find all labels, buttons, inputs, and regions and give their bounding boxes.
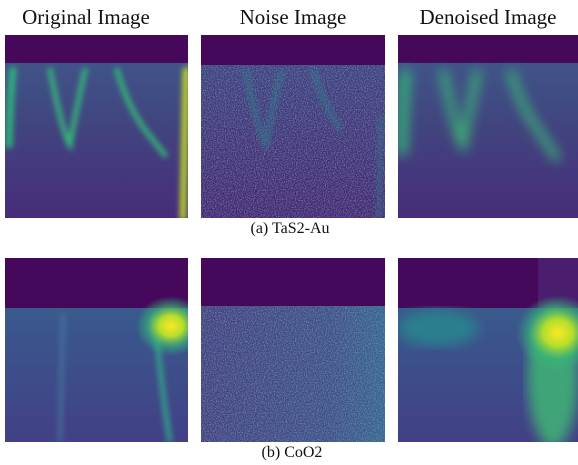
- original-image: [5, 258, 206, 442]
- figure: Original Image Noise Image Denoised Imag…: [0, 0, 578, 465]
- column-header: Noise Image: [240, 5, 347, 29]
- denoised-image: [398, 35, 578, 218]
- noise-image: [201, 35, 385, 218]
- denoised-image: [398, 258, 578, 448]
- original-image: [5, 35, 188, 218]
- row-caption: (a) TaS2-Au: [250, 220, 329, 237]
- column-header: Denoised Image: [419, 5, 556, 29]
- row-caption: (b) CoO2: [262, 444, 323, 461]
- column-header: Original Image: [22, 5, 150, 29]
- noise-image: [201, 258, 385, 442]
